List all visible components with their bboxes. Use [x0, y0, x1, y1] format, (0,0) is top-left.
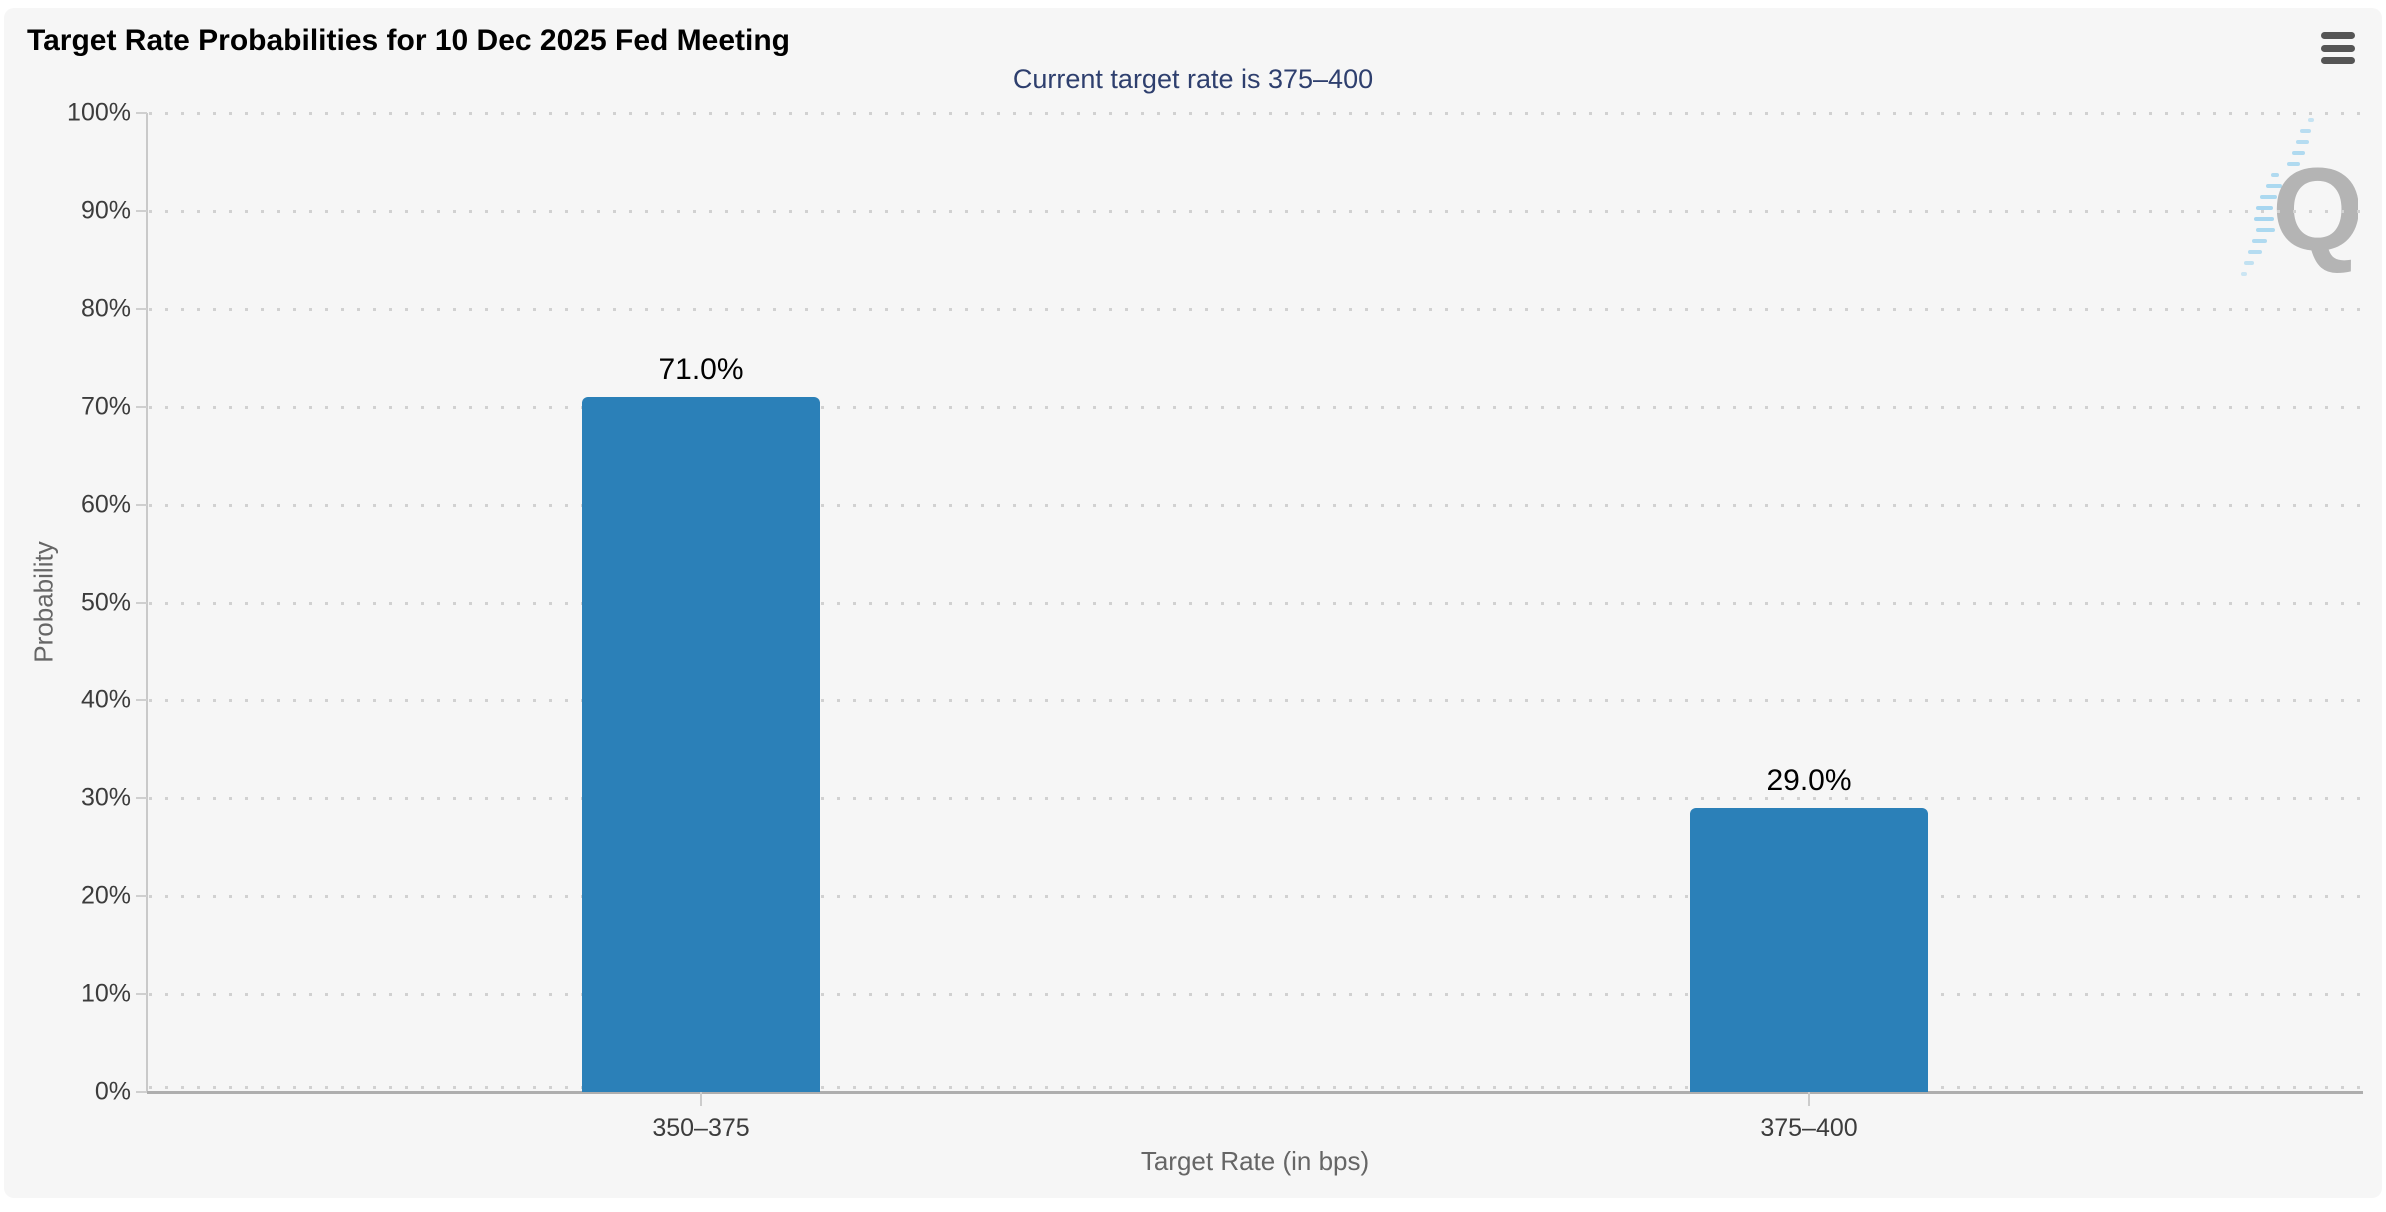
plot-area: 0% 10% 20% 30% 40% 50% 60% 70% 80% 90% 100% 71.0% 35… — [67, 99, 2363, 1142]
gridline-80 — [149, 307, 2363, 311]
y-axis-tick-label: 60% — [80, 490, 131, 519]
gridline-100 — [149, 112, 2363, 115]
x-axis-tick — [1808, 1092, 1810, 1106]
y-axis-tick-label: 40% — [80, 685, 131, 714]
chart-subtitle: Current target rate is 375–400 — [1012, 64, 1374, 94]
bar-350-375[interactable] — [582, 396, 820, 1092]
y-axis-tick-label: 70% — [80, 392, 131, 421]
gridline-0 — [149, 1086, 2363, 1089]
x-axis-title: Target Rate (in bps) — [1140, 1146, 1370, 1176]
y-axis-tick — [136, 1091, 147, 1093]
x-axis-line — [147, 1091, 2363, 1094]
hamburger-menu-icon — [2321, 44, 2355, 52]
bar-value-label: 71.0% — [658, 352, 744, 386]
chart-panel: Target Rate Probabilities for 10 Dec 202… — [4, 8, 2382, 1198]
x-axis-category-label: 375–400 — [1760, 1114, 1858, 1142]
y-axis-tick-label: 0% — [94, 1077, 131, 1106]
gridline-70 — [149, 405, 2363, 409]
y-axis-tick-label: 90% — [80, 196, 131, 225]
y-axis-tick-label: 10% — [80, 979, 131, 1008]
hamburger-menu-icon — [2321, 57, 2355, 64]
y-axis-tick — [136, 993, 147, 996]
gridline-40 — [149, 699, 2363, 703]
y-axis-tick — [136, 405, 147, 408]
gridline-50 — [149, 601, 2363, 605]
y-axis-tick — [136, 797, 147, 800]
bar-375-400[interactable] — [1690, 808, 1928, 1092]
y-axis-tick — [136, 503, 147, 506]
x-axis-tick — [700, 1092, 702, 1106]
gridline-90 — [149, 209, 2363, 213]
chart-context-menu-button[interactable] — [2317, 28, 2359, 68]
y-axis-tick-label: 30% — [80, 783, 131, 812]
y-axis-tick-label: 80% — [80, 294, 131, 323]
gridline-30 — [149, 797, 2363, 801]
gridline-10 — [149, 993, 2363, 997]
bar-value-label: 29.0% — [1766, 764, 1852, 798]
y-axis-tick — [136, 601, 147, 604]
x-axis-category-label: 350–375 — [652, 1114, 750, 1142]
y-axis-tick — [136, 895, 147, 898]
y-axis-tick-label: 100% — [67, 98, 131, 127]
y-axis-tick — [136, 307, 147, 310]
y-axis-tick-label: 20% — [80, 881, 131, 910]
chart-title: Target Rate Probabilities for 10 Dec 202… — [27, 24, 791, 57]
gridline-60 — [149, 503, 2363, 507]
hamburger-menu-icon — [2321, 32, 2355, 39]
y-axis-tick-label: 50% — [80, 588, 131, 616]
y-axis-tick — [136, 112, 147, 114]
gridline-20 — [149, 895, 2363, 899]
y-axis-line — [146, 113, 148, 1092]
y-axis-title: Probability — [28, 541, 59, 663]
y-axis-tick — [136, 699, 147, 702]
y-axis-tick — [136, 209, 147, 212]
